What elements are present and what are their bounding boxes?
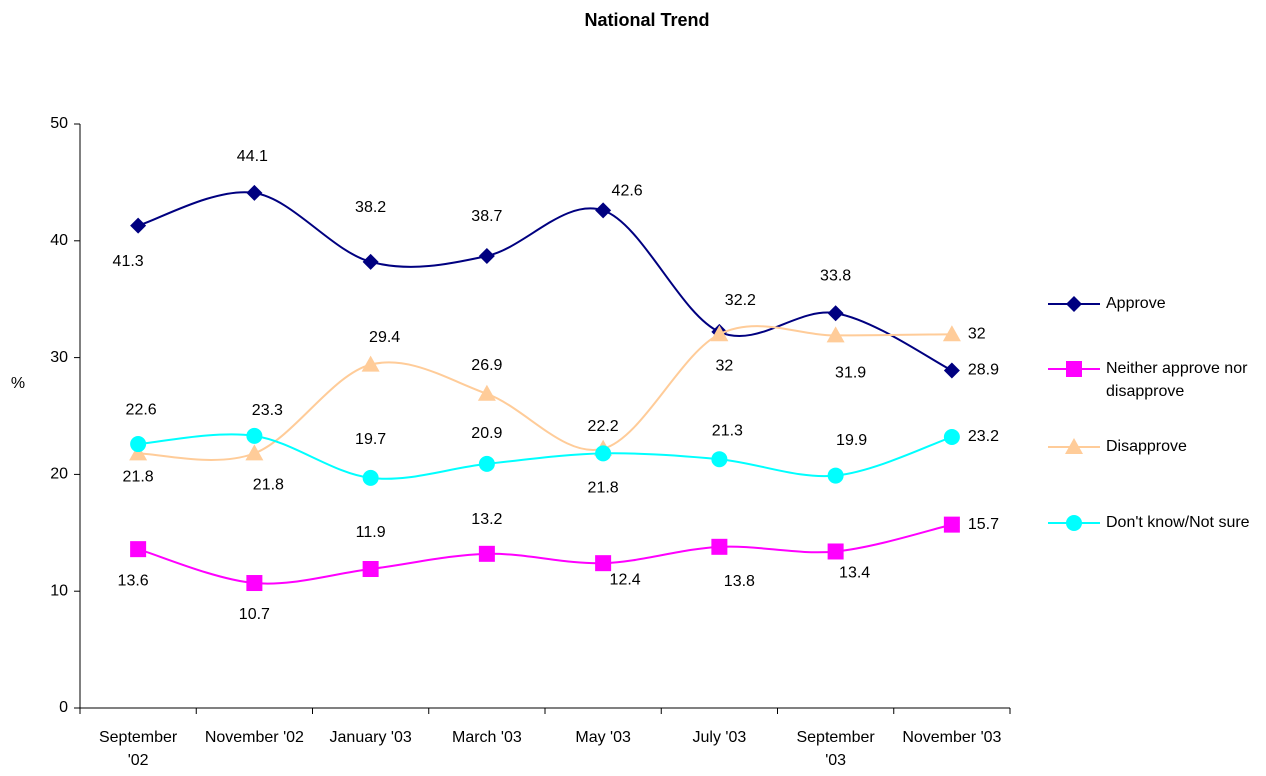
data-point: [478, 247, 495, 264]
data-point: [711, 451, 728, 468]
data-label: 31.9: [835, 365, 866, 382]
data-label: 19.7: [355, 431, 386, 448]
data-point: [711, 538, 728, 555]
x-tick-label: July '03: [692, 729, 747, 746]
legend-label: Approve: [1106, 295, 1166, 312]
y-tick-label: 20: [50, 466, 68, 483]
data-label: 21.8: [253, 477, 284, 494]
data-label: 11.9: [356, 524, 386, 541]
data-point: [246, 184, 263, 201]
x-tick-label: November '03: [902, 729, 1002, 746]
y-tick-label: 30: [50, 349, 68, 366]
data-label: 32.2: [725, 292, 756, 309]
data-point: [362, 561, 379, 578]
data-label: 23.3: [252, 402, 283, 419]
data-point: [362, 469, 379, 486]
data-label: 12.4: [610, 571, 641, 588]
data-point: [361, 355, 380, 372]
data-label: 29.4: [369, 329, 400, 346]
data-label: 32: [715, 357, 733, 374]
data-point: [130, 436, 147, 453]
data-label: 21.3: [712, 422, 743, 439]
data-label: 38.2: [355, 199, 386, 216]
x-tick-label: March '03: [452, 729, 522, 746]
x-tick-label: September '03: [796, 729, 875, 769]
y-tick-label: 50: [50, 115, 68, 132]
data-label: 13.2: [471, 511, 502, 528]
x-tick-label: May '03: [575, 729, 631, 746]
data-label: 22.2: [588, 418, 619, 435]
data-point: [362, 253, 379, 270]
chart-title: National Trend: [584, 10, 709, 30]
data-point: [130, 217, 147, 234]
data-label: 22.6: [126, 401, 157, 418]
x-tick-label: September '02: [98, 729, 178, 769]
data-point: [246, 575, 263, 592]
data-point: [942, 325, 961, 342]
legend-marker: [1066, 515, 1082, 531]
data-label: 32: [968, 325, 986, 342]
data-label: 13.8: [724, 573, 755, 590]
data-label: 21.8: [123, 469, 154, 486]
legend-marker: [1066, 361, 1082, 377]
data-point: [478, 545, 495, 562]
y-axis-label: %: [11, 375, 25, 392]
data-label: 41.3: [113, 253, 144, 270]
series-line: [137, 191, 953, 372]
data-point: [477, 384, 496, 401]
legend-marker: [1065, 438, 1083, 454]
y-tick-label: 10: [50, 582, 68, 599]
data-label: 23.2: [968, 428, 999, 445]
data-point: [943, 362, 960, 379]
data-label: 19.9: [836, 432, 867, 449]
data-point: [595, 202, 612, 219]
data-point: [595, 555, 612, 572]
data-label: 38.7: [471, 208, 502, 225]
data-point: [827, 305, 844, 322]
data-label: 15.7: [968, 516, 999, 533]
data-point: [943, 429, 960, 446]
data-label: 33.8: [820, 267, 851, 284]
data-label: 13.6: [118, 572, 149, 589]
data-point: [245, 444, 264, 461]
legend-label: Neither approve nor disapprove: [1106, 360, 1248, 400]
legend-label: Disapprove: [1106, 438, 1187, 455]
data-point: [943, 516, 960, 533]
y-tick-label: 0: [59, 699, 68, 716]
data-point: [129, 444, 148, 461]
x-tick-label: January '03: [329, 729, 412, 746]
y-tick-label: 40: [50, 232, 68, 249]
data-label: 13.4: [839, 565, 870, 582]
x-tick-label: November '02: [204, 729, 304, 746]
data-point: [710, 325, 729, 342]
data-point: [246, 427, 263, 444]
data-label: 21.8: [588, 480, 619, 497]
data-label: 10.7: [239, 606, 270, 623]
data-point: [478, 455, 495, 472]
data-label: 20.9: [471, 425, 502, 442]
data-point: [130, 541, 147, 558]
legend-marker: [1066, 296, 1082, 312]
data-point: [827, 467, 844, 484]
data-point: [827, 543, 844, 560]
data-point: [826, 326, 845, 343]
series-line: [138, 325, 952, 461]
data-label: 26.9: [471, 357, 502, 374]
data-label: 44.1: [237, 148, 268, 165]
legend-label: Don't know/Not sure: [1106, 514, 1250, 531]
data-label: 28.9: [968, 362, 999, 379]
data-point: [595, 445, 612, 462]
data-label: 42.6: [612, 183, 643, 200]
